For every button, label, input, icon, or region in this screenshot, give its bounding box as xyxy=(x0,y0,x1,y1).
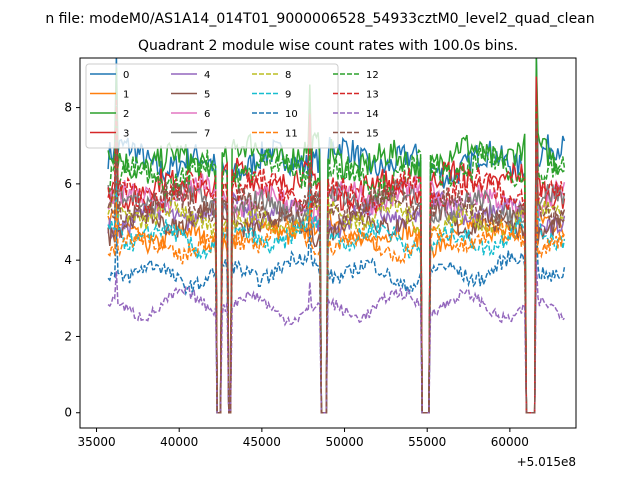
x-axis: 35000 40000 45000 50000 55000 60000 xyxy=(77,428,529,449)
y-tick-label: 4 xyxy=(64,253,72,267)
legend-label-7: 7 xyxy=(204,129,210,140)
legend-label-2: 2 xyxy=(123,109,129,120)
y-tick-label: 6 xyxy=(64,177,72,191)
legend-label-10: 10 xyxy=(285,109,298,120)
legend-label-13: 13 xyxy=(366,90,379,101)
figure-title: n file: modeM0/AS1A14_014T01_9000006528_… xyxy=(45,11,594,27)
legend-box xyxy=(85,63,339,149)
x-tick-label: 40000 xyxy=(160,435,198,449)
series-line-15 xyxy=(107,119,566,414)
y-tick-label: 8 xyxy=(64,101,72,115)
plot-frame xyxy=(79,57,577,429)
legend-label-11: 11 xyxy=(285,129,298,140)
series-line-13 xyxy=(107,91,566,414)
series-layer xyxy=(107,58,566,414)
chart-title: Quadrant 2 module wise count rates with … xyxy=(138,38,518,54)
y-axis: 0 2 4 6 8 xyxy=(64,101,80,420)
legend-label-12: 12 xyxy=(366,70,379,81)
legend-label-1: 1 xyxy=(123,90,129,101)
legend-label-6: 6 xyxy=(204,109,210,120)
series-line-4 xyxy=(107,140,566,414)
series-line-7 xyxy=(107,107,566,414)
x-tick-label: 50000 xyxy=(325,435,363,449)
series-line-2 xyxy=(107,58,565,414)
series-line-6 xyxy=(107,105,566,414)
legend-label-14: 14 xyxy=(366,109,379,120)
series-line-10 xyxy=(107,220,566,414)
x-tick-label: 35000 xyxy=(77,435,115,449)
series-line-9 xyxy=(107,165,566,414)
legend-label-3: 3 xyxy=(123,129,129,140)
legend-label-4: 4 xyxy=(204,70,210,81)
series-line-14 xyxy=(107,261,565,414)
y-tick-label: 0 xyxy=(64,406,72,420)
legend-label-9: 9 xyxy=(285,90,291,101)
x-tick-label: 45000 xyxy=(243,435,281,449)
x-offset-label: +5.015e8 xyxy=(517,455,576,469)
legend-label-15: 15 xyxy=(366,129,379,140)
x-tick-label: 55000 xyxy=(408,435,446,449)
series-line-11 xyxy=(107,192,566,414)
y-tick-label: 2 xyxy=(64,329,72,343)
legend-label-5: 5 xyxy=(204,90,210,101)
x-tick-label: 60000 xyxy=(491,435,529,449)
legend-label-0: 0 xyxy=(123,70,129,81)
legend-label-8: 8 xyxy=(285,70,291,81)
